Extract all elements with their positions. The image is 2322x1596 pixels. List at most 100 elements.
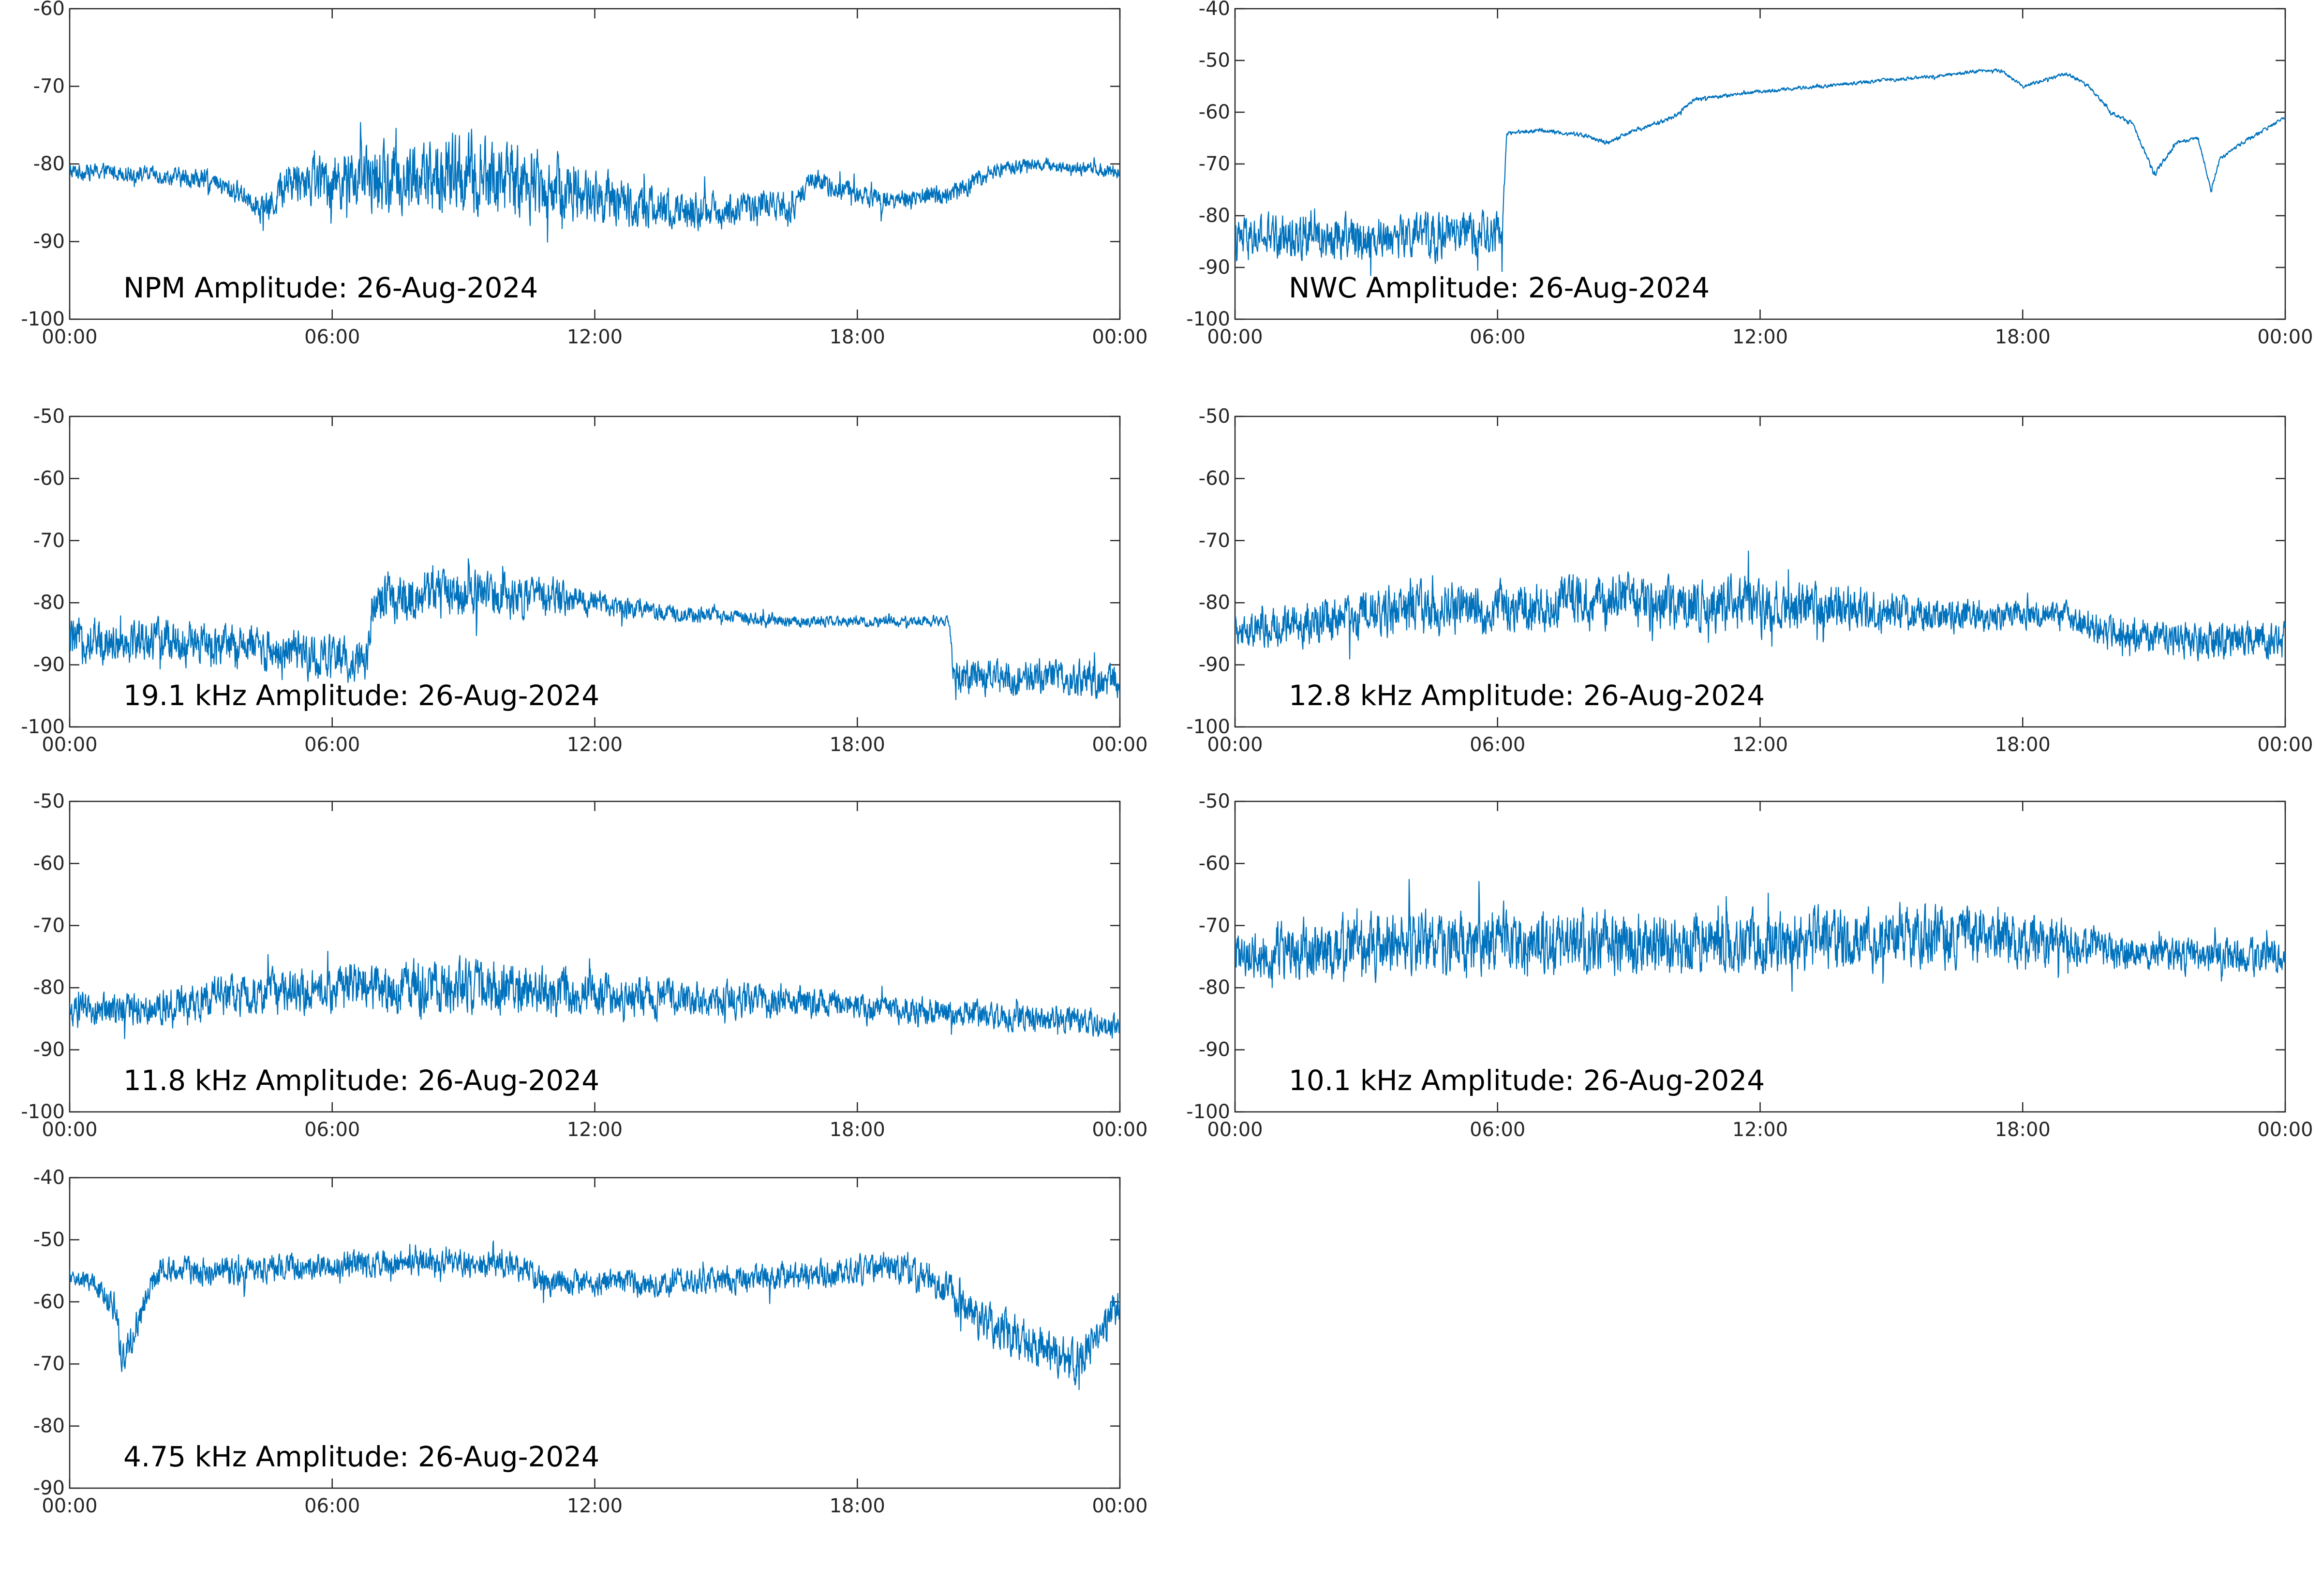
y-tick-label: -90 — [1199, 654, 1230, 676]
x-tick-label: 06:00 — [304, 734, 360, 756]
x-tick-label: 06:00 — [304, 1119, 360, 1141]
y-tick-label: -60 — [33, 467, 65, 489]
x-tick-label: 12:00 — [567, 734, 623, 756]
panel-title: 10.1 kHz Amplitude: 26-Aug-2024 — [1289, 1064, 1765, 1097]
x-tick-label: 18:00 — [1995, 326, 2051, 348]
axes-box — [69, 800, 1121, 1113]
y-tick-label: -100 — [21, 308, 65, 330]
y-tick-label: -70 — [1199, 153, 1230, 175]
y-tick-label: -50 — [1199, 790, 1230, 813]
y-tick-label: -60 — [33, 852, 65, 874]
x-tick-label: 18:00 — [830, 326, 885, 348]
x-tick-label: 06:00 — [304, 326, 360, 348]
y-tick-label: -40 — [1199, 0, 1230, 20]
axis-ticks: -100 -90 -80 -70 -60 00:00 06:00 12:00 18:00 00:0… — [21, 0, 1147, 348]
x-tick-label: 18:00 — [830, 1495, 885, 1517]
signal-trace — [1235, 550, 2285, 662]
y-tick-label: -50 — [33, 1228, 65, 1251]
panel-title: 19.1 kHz Amplitude: 26-Aug-2024 — [123, 679, 599, 712]
panel-title: NWC Amplitude: 26-Aug-2024 — [1289, 271, 1710, 304]
signal-trace — [70, 950, 1120, 1039]
panel-title: 4.75 kHz Amplitude: 26-Aug-2024 — [123, 1440, 599, 1473]
signal-trace — [1235, 68, 2285, 276]
panel-title: 12.8 kHz Amplitude: 26-Aug-2024 — [1289, 679, 1765, 712]
axis-ticks: -100 -90 -80 -70 -60 -50 00:00 06:00 12:00 18:00 0… — [21, 790, 1147, 1141]
y-tick-label: -90 — [33, 654, 65, 676]
y-tick-label: -60 — [1199, 467, 1230, 489]
plot-area — [70, 122, 1120, 243]
axes-box — [69, 1177, 1121, 1489]
x-tick-label: 18:00 — [830, 734, 885, 756]
signal-trace — [70, 558, 1120, 700]
axes-box — [1234, 415, 2286, 728]
y-tick-label: -50 — [1199, 49, 1230, 72]
y-tick-label: -80 — [33, 976, 65, 999]
panel-title: NPM Amplitude: 26-Aug-2024 — [123, 271, 538, 304]
axis-ticks: -100 -90 -80 -70 -60 -50 -40 00:00 06:00 12:00 18:… — [1186, 0, 2313, 348]
y-tick-label: -80 — [1199, 976, 1230, 999]
y-tick-label: -80 — [33, 591, 65, 614]
y-tick-label: -90 — [33, 1039, 65, 1061]
x-tick-label: 06:00 — [1470, 326, 1525, 348]
panel-npm-amplitude: -100 -90 -80 -70 -60 00:00 06:00 12:00 18:00 00:0… — [21, 0, 1147, 348]
x-tick-label: 00:00 — [1092, 1119, 1147, 1141]
x-tick-label: 12:00 — [567, 1495, 623, 1517]
plot-area — [1235, 68, 2285, 276]
x-tick-label: 00:00 — [2257, 1119, 2313, 1141]
y-tick-label: -70 — [1199, 530, 1230, 552]
y-tick-label: -100 — [21, 1101, 65, 1123]
axis-ticks: -100 -90 -80 -70 -60 -50 00:00 06:00 12:00 18:00 0… — [1186, 405, 2313, 756]
signal-trace — [70, 1240, 1120, 1390]
x-tick-label: 12:00 — [567, 326, 623, 348]
y-tick-label: -80 — [33, 153, 65, 175]
x-tick-label: 00:00 — [1207, 1119, 1263, 1141]
y-tick-label: -50 — [33, 790, 65, 813]
axis-ticks: -100 -90 -80 -70 -60 -50 00:00 06:00 12:00 18:00 0… — [1186, 790, 2313, 1141]
y-tick-label: -90 — [33, 1477, 65, 1499]
x-tick-label: 06:00 — [1470, 734, 1525, 756]
y-tick-label: -50 — [1199, 405, 1230, 428]
panel-4-75-khz-amplitude: -90 -80 -70 -60 -50 -40 00:00 06:00 12:00 18:00 00… — [33, 1167, 1148, 1517]
panel-19-1-khz-amplitude: -100 -90 -80 -70 -60 -50 00:00 06:00 12:00 18:00 0… — [21, 405, 1147, 756]
x-tick-label: 00:00 — [1092, 326, 1147, 348]
x-tick-label: 12:00 — [1732, 326, 1788, 348]
plot-area — [1235, 550, 2285, 662]
y-tick-label: -60 — [1199, 852, 1230, 874]
x-tick-label: 00:00 — [2257, 326, 2313, 348]
y-tick-label: -80 — [1199, 591, 1230, 614]
x-tick-label: 12:00 — [567, 1119, 623, 1141]
y-tick-label: -70 — [33, 1353, 65, 1375]
y-tick-label: -100 — [1186, 1101, 1230, 1123]
x-tick-label: 06:00 — [304, 1495, 360, 1517]
signal-trace — [70, 122, 1120, 243]
y-tick-label: -70 — [33, 530, 65, 552]
x-tick-label: 18:00 — [1995, 1119, 2051, 1141]
plot-area — [1235, 879, 2285, 992]
panel-11-8-khz-amplitude: -100 -90 -80 -70 -60 -50 00:00 06:00 12:00 18:00 0… — [21, 790, 1147, 1141]
y-tick-label: -40 — [33, 1167, 65, 1189]
axes-box — [69, 415, 1121, 728]
y-tick-label: -100 — [1186, 716, 1230, 738]
x-tick-label: 00:00 — [42, 1495, 97, 1517]
x-tick-label: 00:00 — [2257, 734, 2313, 756]
x-tick-label: 12:00 — [1732, 1119, 1788, 1141]
y-tick-label: -70 — [33, 915, 65, 937]
panel-title: 11.8 kHz Amplitude: 26-Aug-2024 — [123, 1064, 599, 1097]
y-tick-label: -90 — [33, 231, 65, 253]
panel-10-1-khz-amplitude: -100 -90 -80 -70 -60 -50 00:00 06:00 12:00 18:00 0… — [1186, 790, 2313, 1141]
x-tick-label: 00:00 — [1207, 326, 1263, 348]
plot-area — [70, 558, 1120, 700]
plot-area — [70, 1240, 1120, 1390]
y-tick-label: -90 — [1199, 1039, 1230, 1061]
y-tick-label: -70 — [33, 75, 65, 98]
y-tick-label: -100 — [21, 716, 65, 738]
axes-box — [1234, 8, 2286, 320]
axis-ticks: -100 -90 -80 -70 -60 -50 00:00 06:00 12:00 18:00 0… — [21, 405, 1147, 756]
y-tick-label: -90 — [1199, 256, 1230, 279]
y-tick-label: -80 — [1199, 205, 1230, 227]
x-tick-label: 00:00 — [1092, 1495, 1147, 1517]
x-tick-label: 12:00 — [1732, 734, 1788, 756]
x-tick-label: 00:00 — [1207, 734, 1263, 756]
panel-nwc-amplitude: -100 -90 -80 -70 -60 -50 -40 00:00 06:00 12:00 18:… — [1186, 0, 2313, 348]
